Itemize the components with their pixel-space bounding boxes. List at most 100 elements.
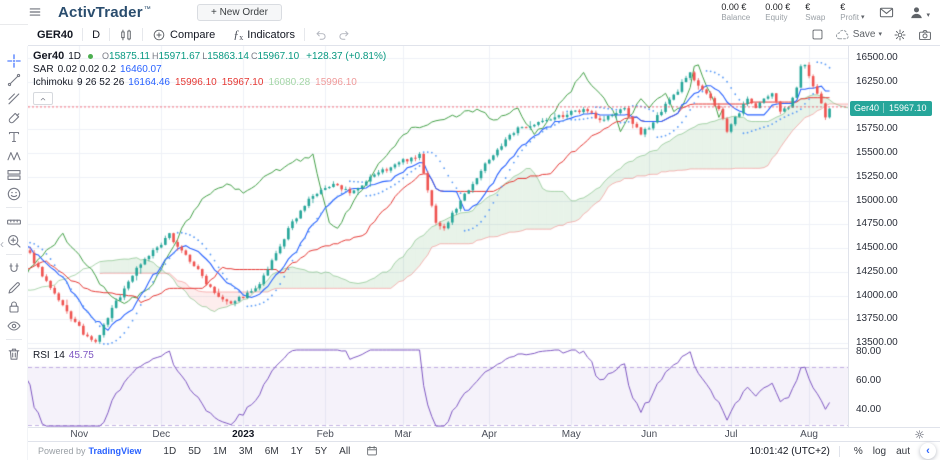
chart-toolbar: GER40 D Compare ƒx Indicators Save ▾ [28,24,940,46]
long-position-icon[interactable] [0,165,27,184]
time-axis-label: Nov [70,429,89,440]
panel-collapse-arrow[interactable]: ‹ [0,237,4,251]
time-axis-label: Jun [641,429,658,440]
magnet-icon[interactable] [0,259,27,278]
crosshair-icon[interactable] [0,51,27,70]
profit-value: € [840,2,846,13]
account-summary: 0.00 € Balance 0.00 € Equity € Swap € Pr… [721,2,940,22]
undo-button[interactable] [305,24,337,45]
tradingview-link[interactable]: TradingView [88,446,142,456]
brand-logo: ActivTrader™ [58,3,151,21]
divider [5,254,22,255]
go-to-date-button[interactable] [366,445,378,457]
swap-field: € Swap [805,2,825,22]
divider [109,28,111,41]
indicators-button[interactable]: ƒx Indicators [233,27,295,42]
price-axis[interactable]: Ger40 15967.10 16500.0016250.0016000.001… [848,46,940,427]
price-axis-label: 14000.00 [856,289,898,301]
toolbar-right: Save ▾ [811,27,940,42]
symbol-button[interactable]: GER40 [37,28,74,41]
price-axis-label: 13750.00 [856,313,898,325]
chevron-down-icon: ▾ [860,13,865,21]
range-buttons: 1D 5D 1M 3M 6M 1Y 5Y All [157,446,356,457]
price-axis-label: 14250.00 [856,265,898,277]
time-axis-label: Aug [800,429,818,440]
range-button-1m[interactable]: 1M [212,445,227,457]
mail-icon[interactable] [879,5,894,20]
function-icon: ƒx [233,27,244,42]
time-axis[interactable]: Nov Dec 2023 Feb Mar Apr May Jun Jul Aug [28,427,940,441]
save-button[interactable]: Save ▾ [835,27,882,42]
plus-circle-icon [152,28,166,42]
hide-drawings-icon[interactable] [0,316,27,335]
drawing-toolbar [0,46,28,460]
time-axis-label: Dec [152,429,171,440]
candles-icon [119,28,133,42]
range-button-6m[interactable]: 6M [264,445,279,457]
chevron-down-icon: ▾ [878,30,882,38]
range-button-1y[interactable]: 1Y [290,445,303,457]
brush-icon[interactable] [0,108,27,127]
measure-icon[interactable] [0,212,27,231]
drawing-mode-icon[interactable] [0,278,27,297]
time-axis-label: Mar [394,429,412,440]
top-header: ActivTrader™ + New Order 0.00 € Balance … [0,0,940,25]
axis-gear-icon[interactable] [914,429,925,440]
profile-menu[interactable]: ▾ [909,5,930,20]
emoji-icon[interactable] [0,184,27,203]
range-button-5d[interactable]: 5D [188,445,201,457]
profit-field[interactable]: € Profit ▾ [840,2,864,22]
divider [5,207,22,208]
powered-by-label: Powered by [38,446,86,456]
redo-button[interactable] [337,24,360,45]
price-axis-label: 16500.00 [856,52,898,63]
menu-icon[interactable] [28,5,42,19]
snapshot-camera-icon[interactable] [918,28,932,42]
interval-button[interactable]: D [92,28,101,41]
price-axis-label: 13500.00 [856,337,898,348]
chart-canvas[interactable] [28,46,848,427]
divider [838,445,840,457]
zoom-in-icon[interactable] [0,231,27,250]
price-axis-label: 14500.00 [856,242,898,253]
time-axis-label: Feb [316,429,334,440]
log-scale-toggle[interactable]: log [872,445,887,457]
range-button-all[interactable]: All [339,445,351,457]
collapse-chevron-button[interactable]: ‹ [920,443,936,459]
price-axis-label: 15250.00 [856,170,898,182]
balance-label: Balance [721,12,751,22]
legend-collapse-button[interactable] [33,92,53,105]
rsi-axis-label: 40.00 [856,404,882,415]
price-axis-label: 15750.00 [856,123,898,135]
time-axis-label: May [561,429,581,440]
balance-field: 0.00 € Balance [721,2,750,22]
fib-retracement-icon[interactable] [0,89,27,108]
trademark: ™ [143,5,151,13]
clock-label[interactable]: 10:01:42 (UTC+2) [749,445,830,457]
chevron-up-icon [38,94,48,104]
new-order-button[interactable]: + New Order [196,3,282,21]
cloud-icon [835,27,850,42]
range-button-3m[interactable]: 3M [238,445,253,457]
compare-button[interactable]: Compare [143,24,224,45]
xabcd-pattern-icon[interactable] [0,146,27,165]
text-icon[interactable] [0,127,27,146]
divider [82,28,84,41]
remove-drawings-icon[interactable] [0,344,27,363]
percent-scale-toggle[interactable]: % [853,445,863,457]
trend-line-icon[interactable] [0,70,27,89]
bottom-bar: Powered by TradingView 1D 5D 1M 3M 6M 1Y 5Y All… [28,441,940,460]
range-button-5y[interactable]: 5Y [314,445,328,457]
range-button-1d[interactable]: 1D [163,445,177,457]
rsi-axis-label: 60.00 [856,375,882,386]
redo-icon [337,28,351,42]
chart-style-button[interactable] [110,24,142,45]
settings-gear-icon[interactable] [893,28,907,42]
layout-button[interactable] [811,28,824,41]
lock-drawings-icon[interactable] [0,297,27,316]
balance-value: 0.00 € [721,2,747,13]
auto-scale-toggle[interactable]: aut [896,445,910,457]
price-axis-label: 16250.00 [856,75,898,87]
time-axis-label: Jul [724,429,738,440]
